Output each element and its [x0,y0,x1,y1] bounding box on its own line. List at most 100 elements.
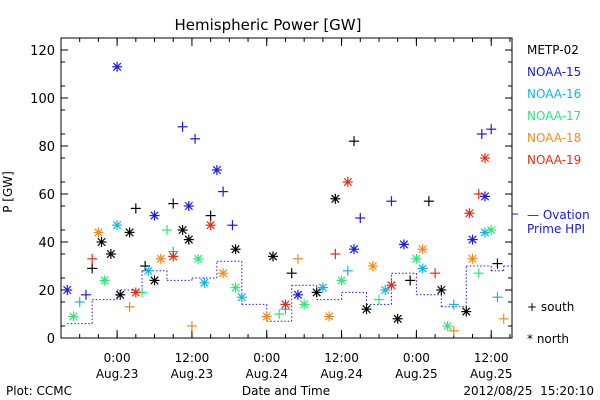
data-point [342,177,353,187]
legend-entry: NOAA-16 [527,87,581,101]
y-tick-label: 40 [38,236,55,251]
data-point [311,287,322,298]
data-point [205,220,216,231]
data-point [479,227,490,238]
data-point [93,227,104,238]
footer-timestamp: 2012/08/25 15:20:10 [463,384,594,398]
x-tick-label-date: Aug.24 [320,367,363,381]
data-point [498,313,509,324]
data-point [380,285,391,295]
x-tick-label-date: Aug.23 [96,367,139,381]
data-point [130,287,141,298]
data-point [183,201,194,211]
y-tick-label: 20 [38,284,55,299]
data-point [317,282,328,293]
marker-legend-north: * north [527,332,569,346]
data-point [218,186,229,197]
satellite-points [62,61,509,336]
data-point [342,265,353,276]
y-tick-label: 80 [38,140,55,155]
data-point [87,253,98,264]
x-tick-label-time: 0:00 [104,351,131,365]
data-point [373,294,384,305]
plot-frame [60,37,513,339]
data-point [193,253,204,264]
data-point [99,275,110,286]
data-point [392,313,403,324]
data-point [386,280,397,291]
data-point [292,253,303,264]
ovation-legend-line2: Prime HPI [527,222,585,236]
legend-entry: NOAA-19 [527,153,581,167]
data-point [492,258,503,269]
data-point [355,213,366,223]
legend-entry: METP-02 [527,43,579,57]
data-point [112,61,123,72]
data-point [267,251,278,262]
data-point [473,189,484,199]
legend-entry: NOAA-18 [527,131,581,145]
data-point [349,244,360,255]
data-point [230,282,241,293]
data-point [143,265,154,276]
data-point [330,249,341,259]
data-point [124,301,135,312]
data-point [367,261,378,271]
x-tick-label-time: 12:00 [324,351,359,365]
data-point [386,196,397,207]
data-point [479,153,490,163]
data-point [299,299,310,310]
data-point [330,193,341,204]
footer-plot-credit: Plot: CCMC [6,384,72,398]
chart-title: Hemispheric Power [GW] [175,16,362,34]
marker-legend-south: + south [527,300,574,314]
data-point [149,210,160,221]
x-tick-label-time: 12:00 [474,351,509,365]
data-point [261,311,272,322]
data-point [467,234,478,245]
data-point [286,268,297,279]
x-tick-label-time: 12:00 [175,351,210,365]
data-point [336,275,347,286]
data-point [112,220,123,231]
data-point [324,311,335,322]
y-tick-label: 120 [30,44,55,59]
data-point [430,268,441,279]
data-point [417,244,428,255]
data-point [417,263,428,274]
data-point [130,203,141,214]
data-point [398,239,409,250]
y-tick-label: 0 [47,332,55,347]
data-point [211,165,222,175]
data-point [448,299,459,310]
data-point [105,249,116,259]
data-point [218,268,229,279]
data-point [486,124,497,135]
data-point [161,225,172,235]
data-point [405,275,416,286]
data-point [442,321,453,331]
data-point [436,285,447,295]
data-point [155,253,166,264]
data-point [205,210,216,221]
y-tick-label: 60 [38,188,55,203]
data-point [177,121,188,132]
data-point [349,136,360,147]
x-tick-label-date: Aug.23 [171,367,214,381]
legend-entry: NOAA-17 [527,109,581,123]
x-tick-label-date: Aug.25 [470,367,513,381]
x-tick-label-time: 0:00 [403,351,430,365]
x-axis-label: Date and Time [242,384,330,398]
data-point [476,129,487,139]
data-point [149,275,160,286]
legend-entry: NOAA-15 [527,65,581,79]
data-point [236,292,247,303]
data-point [227,220,238,231]
x-tick-label-time: 0:00 [253,351,280,365]
data-point [96,237,107,247]
data-point [486,225,497,235]
data-point [423,196,434,207]
data-point [68,311,79,322]
data-point [467,253,478,264]
